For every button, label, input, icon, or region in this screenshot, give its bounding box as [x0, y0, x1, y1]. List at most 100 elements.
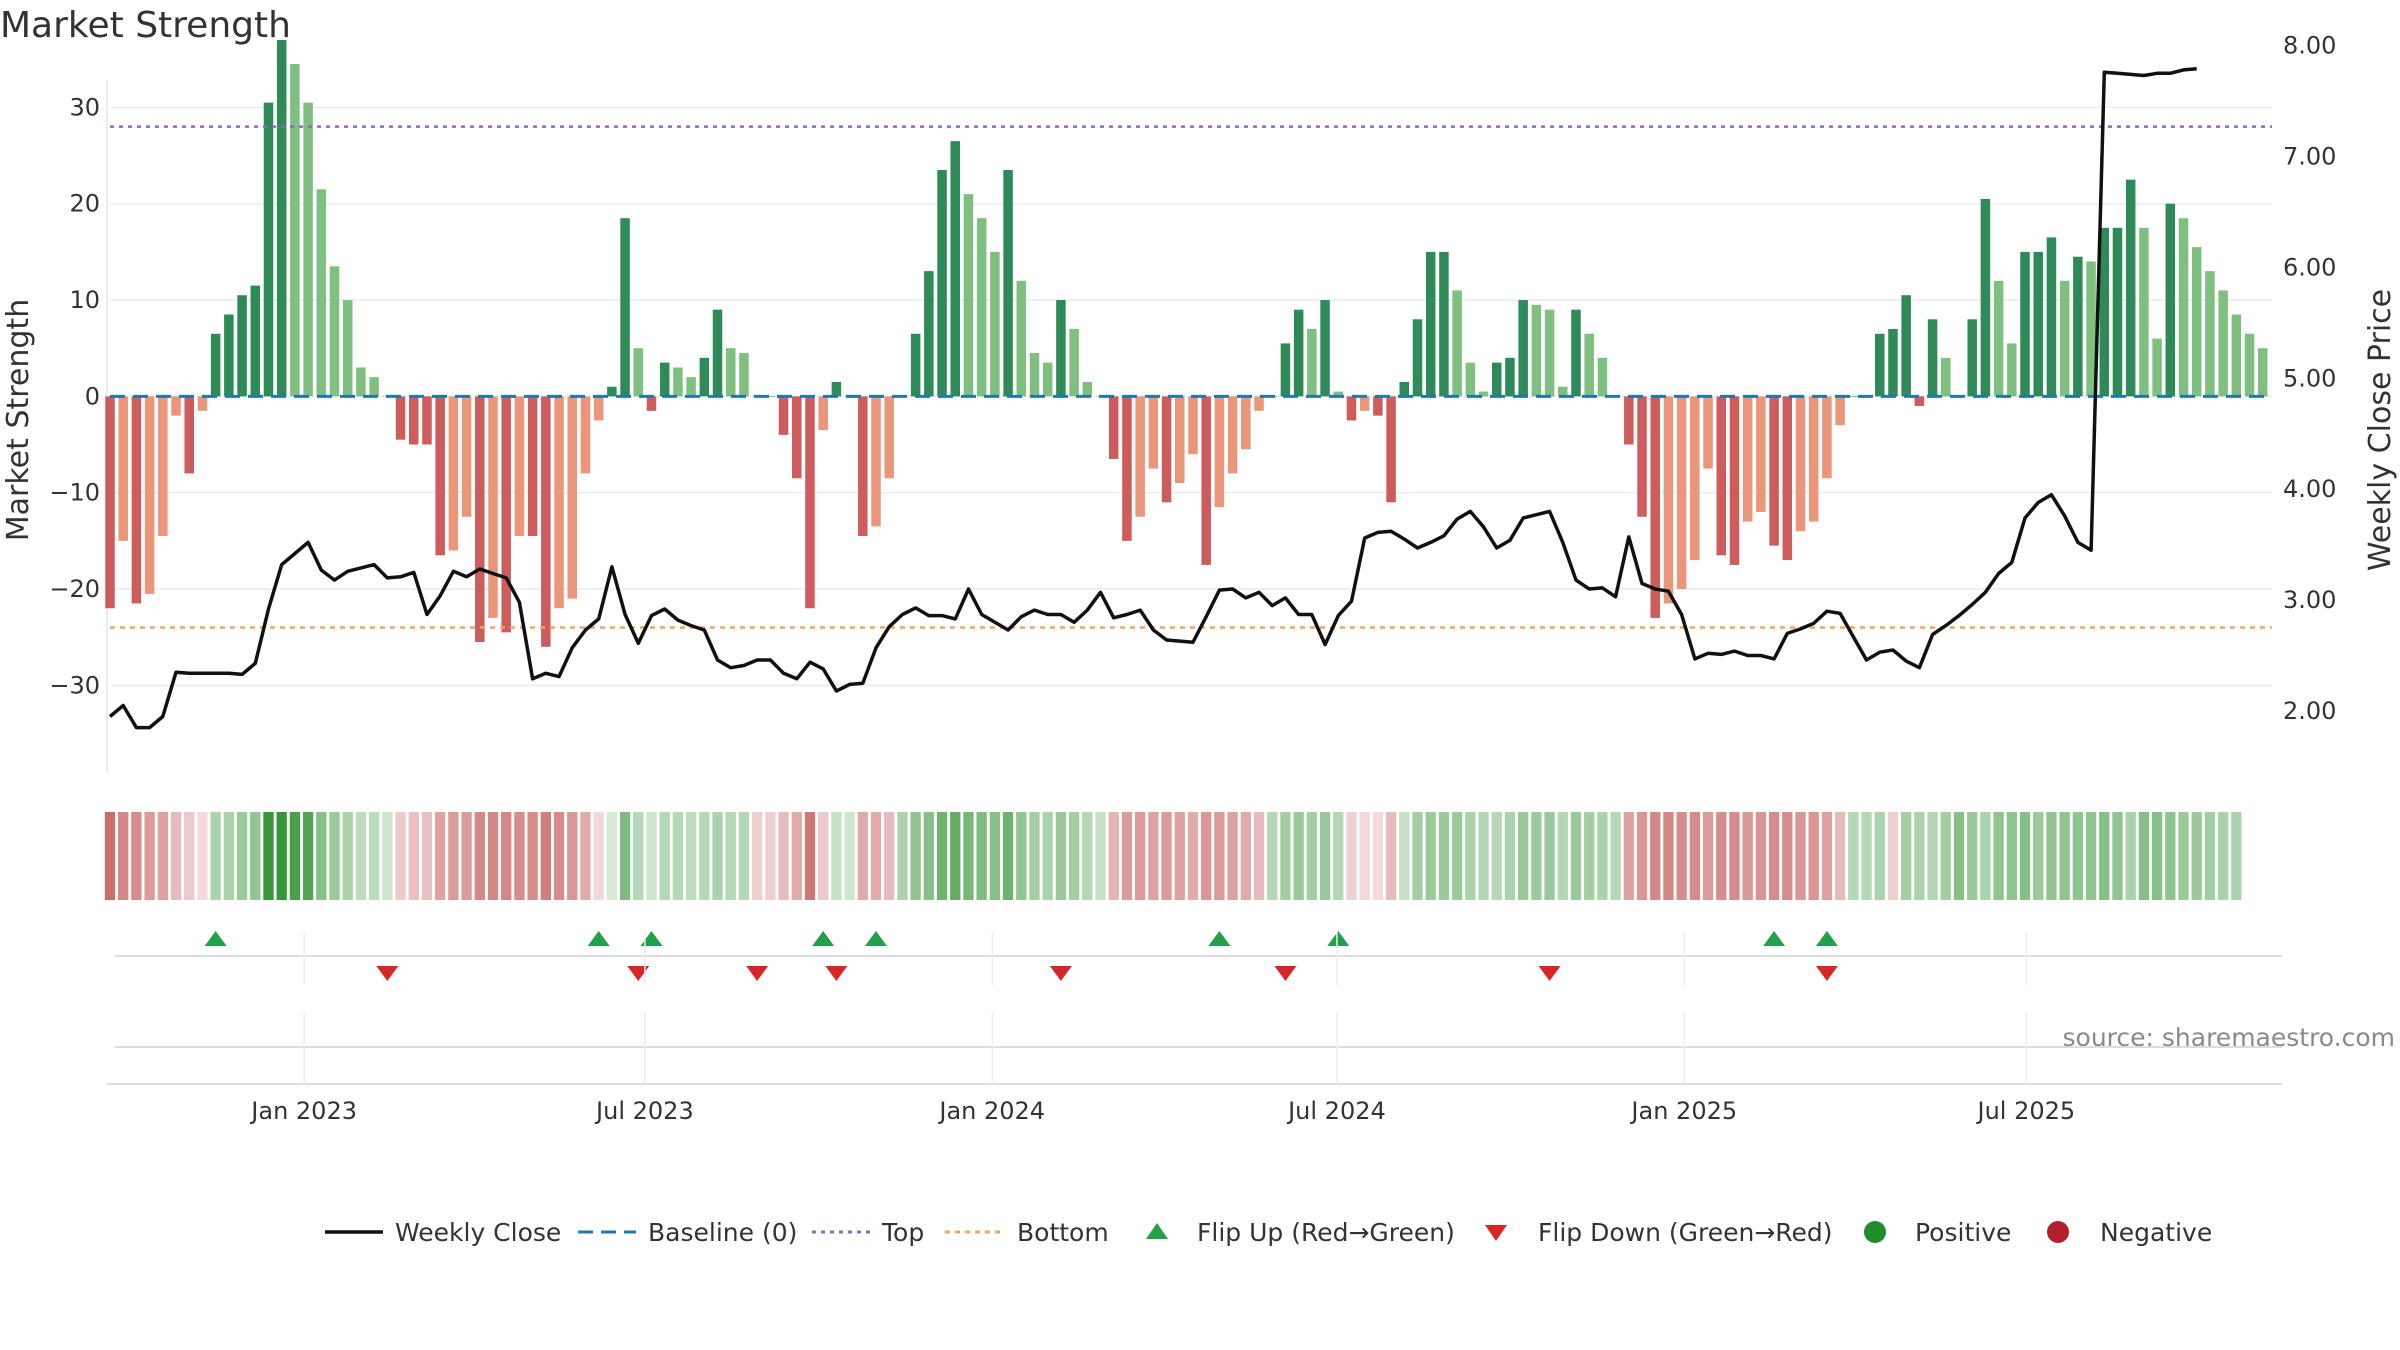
strength-bar — [1690, 396, 1700, 561]
flip-down-marker — [1049, 966, 1072, 981]
ribbon-cell — [2059, 812, 2070, 900]
flip-down-marker — [825, 966, 848, 981]
strength-bar — [131, 396, 142, 604]
strength-bar — [554, 396, 564, 609]
y2-tick-label: 2.00 — [2283, 697, 2336, 725]
ribbon-cell — [2217, 812, 2229, 900]
strength-bar — [250, 285, 261, 397]
flip-down-marker — [746, 966, 769, 981]
legend-label: Bottom — [1017, 1218, 1109, 1247]
ribbon-cell — [2178, 812, 2189, 900]
ribbon-cell — [1293, 812, 1304, 900]
flip-up-marker — [1327, 931, 1350, 946]
ribbon-cell — [1702, 812, 1714, 900]
ribbon-cell — [1438, 812, 1450, 900]
ribbon-cell — [1187, 812, 1199, 900]
ribbon-cell — [170, 812, 182, 900]
ribbon-cell — [1570, 812, 1582, 900]
legend: Weekly Close Baseline (0) Top Bottom Flip Up… — [325, 1218, 2212, 1247]
strength-bar — [1056, 300, 1066, 397]
ribbon-cell — [104, 812, 116, 900]
ribbon-cell — [1650, 812, 1661, 900]
ribbon-cell — [593, 812, 604, 900]
ribbon-cell — [355, 812, 367, 900]
ribbon-cell — [1425, 812, 1436, 900]
ribbon-cell — [2125, 812, 2136, 900]
ribbon-cell — [1834, 812, 1846, 900]
ribbon-cell — [1201, 812, 1212, 900]
ribbon-cell — [1795, 812, 1806, 900]
ribbon-cell — [791, 812, 802, 900]
ribbon-cell — [1636, 812, 1648, 900]
strength-bar — [2231, 314, 2242, 397]
strength-bar — [1571, 309, 1581, 397]
strength-bar — [303, 102, 313, 397]
ribbon-cell — [699, 812, 710, 900]
y2-tick-label: 6.00 — [2283, 253, 2336, 281]
ribbon-cell — [1808, 812, 1819, 900]
strength-bar — [2152, 338, 2162, 397]
ribbon-cell — [157, 812, 168, 900]
ribbon-cell — [606, 812, 618, 900]
ribbon-cell — [1610, 812, 1621, 900]
y-tick-label: −20 — [49, 575, 100, 603]
strength-bar — [805, 396, 815, 609]
ribbon-cell — [778, 812, 789, 900]
strength-bar — [871, 396, 881, 527]
ribbon-cell — [1346, 812, 1357, 900]
ribbon-cell — [1993, 812, 2004, 900]
strength-bar — [1478, 391, 1489, 397]
ribbon-cell — [1451, 812, 1463, 900]
ribbon-cell — [1967, 812, 1978, 900]
ribbon-cell — [1240, 812, 1251, 900]
y2-tick-label: 3.00 — [2283, 586, 2336, 614]
strength-bar — [884, 396, 894, 479]
legend-flip-up-icon — [1146, 1223, 1168, 1239]
strength-bar — [448, 396, 459, 551]
ribbon-cell — [1597, 812, 1608, 900]
y-tick-label: 10 — [69, 286, 100, 314]
ribbon-cell — [1940, 812, 1951, 900]
strength-bar — [1465, 362, 1476, 397]
x-axis-ticks: Jan 2023 Jul 2023 Jan 2024 Jul 2024 Jan 2025… — [249, 932, 2075, 1125]
ribbon-cell — [1372, 812, 1384, 900]
strength-bar — [792, 396, 802, 479]
ribbon-cell — [910, 812, 921, 900]
strength-bar — [607, 386, 617, 397]
flip-down-marker — [627, 966, 650, 981]
ribbon-cell — [963, 812, 974, 900]
y-tick-label: 0 — [85, 382, 100, 410]
x-tick-label: Jan 2025 — [1629, 1097, 1737, 1125]
y2-axis-label: Weekly Close Price — [2363, 289, 2398, 571]
legend-label: Weekly Close — [395, 1218, 561, 1247]
ribbon-cell — [1848, 812, 1859, 900]
strength-bar — [2020, 251, 2030, 397]
ribbon-cell — [1029, 812, 1040, 900]
ribbon-cell — [738, 812, 750, 900]
ribbon-cell — [2072, 812, 2084, 900]
ribbon-cell — [236, 812, 248, 900]
legend-label: Flip Up (Red→Green) — [1197, 1218, 1455, 1247]
strength-bar — [739, 353, 749, 397]
strength-bar — [1544, 309, 1555, 397]
ribbon-cell — [1359, 812, 1370, 900]
strength-bar — [1756, 396, 1766, 512]
weekly-close-line — [108, 67, 2197, 730]
strength-bar — [990, 251, 1000, 397]
strength-bar — [1425, 251, 1436, 397]
strength-bar — [1148, 396, 1159, 469]
strength-bar — [2205, 271, 2215, 397]
flip-up-marker — [1763, 931, 1786, 946]
ribbon-cell — [1755, 812, 1767, 900]
strength-bar — [1227, 396, 1238, 474]
ribbon-cell — [1002, 812, 1014, 900]
strength-bar — [567, 396, 578, 599]
ribbon-cell — [1399, 812, 1410, 900]
strength-bar — [1518, 300, 1528, 397]
strength-bar — [1029, 353, 1040, 397]
ribbon-cell — [1927, 812, 1938, 900]
ribbon-cell — [448, 812, 459, 900]
ribbon-cell — [382, 812, 393, 900]
legend-label: Top — [881, 1218, 924, 1247]
ribbon-cell — [435, 812, 446, 900]
